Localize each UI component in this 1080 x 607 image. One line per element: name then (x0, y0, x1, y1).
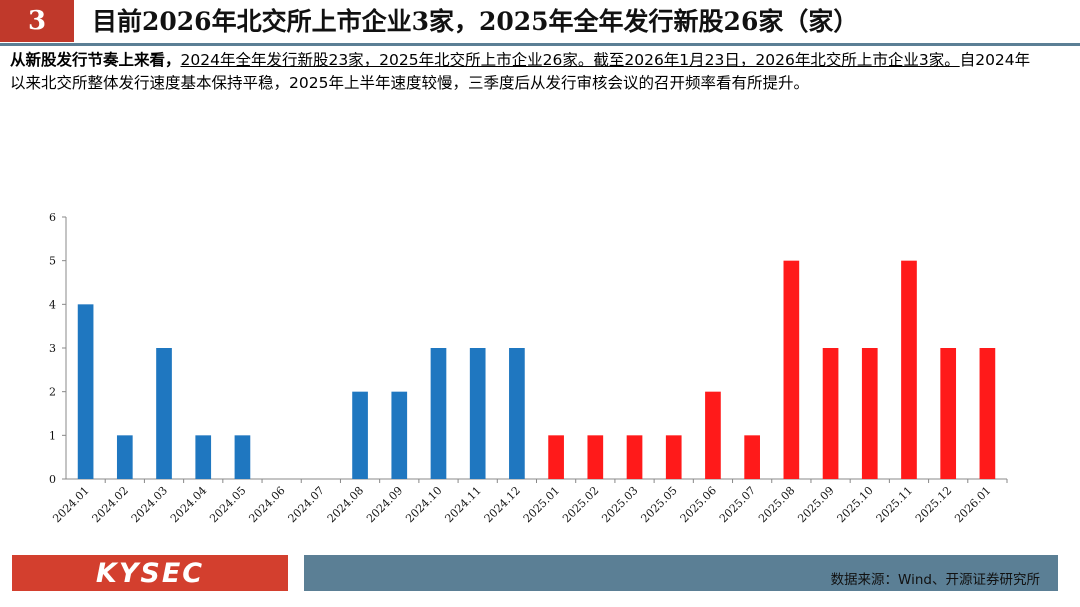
slide-title: 目前2026年北交所上市企业3家，2025年全年发行新股26家（家） (92, 7, 859, 36)
x-tick-label: 2025.09 (795, 484, 836, 525)
x-tick-label: 2024.11 (442, 484, 483, 525)
x-tick-label: 2024.10 (403, 484, 444, 525)
footer-bar (304, 555, 1058, 591)
description-rest: 自2024年以来北交所整体发行速度基本保持平稳，2025年上半年速度较慢，三季度… (10, 51, 1031, 92)
bar-2025.09 (822, 348, 839, 479)
y-tick-label: 2 (49, 386, 56, 399)
y-tick-label: 3 (49, 342, 56, 355)
kysec-logo: KYSEC (95, 557, 205, 589)
x-tick-label: 2025.10 (835, 484, 876, 525)
x-tick-label: 2024.08 (325, 484, 366, 525)
x-tick-label: 2024.12 (482, 484, 523, 525)
bar-2025.06 (705, 391, 721, 479)
bar-2025.10 (861, 348, 878, 479)
x-tick-label: 2025.08 (756, 484, 797, 525)
bar-2024.08 (352, 391, 368, 479)
y-tick-label: 4 (49, 298, 56, 311)
ipo-count-bar-chart: 01234562024.012024.022024.032024.042024.… (49, 211, 1008, 525)
bar-2024.03 (156, 348, 172, 479)
x-tick-label: 2026.01 (952, 484, 993, 525)
x-tick-label: 2024.03 (129, 484, 170, 525)
x-tick-label: 2025.03 (599, 484, 640, 525)
x-tick-label: 2024.09 (364, 484, 405, 525)
bar-2024.05 (234, 435, 251, 479)
description-paragraph: 从新股发行节奏上来看，2024年全年发行新股23家，2025年北交所上市企业26… (10, 49, 1035, 95)
bar-2024.09 (391, 391, 408, 479)
bar-2025.11 (901, 260, 917, 479)
x-tick-label: 2024.07 (286, 484, 327, 525)
bar-2024.10 (430, 348, 447, 479)
x-tick-label: 2025.02 (560, 484, 601, 525)
bar-2024.02 (116, 435, 133, 479)
bar-2024.11 (469, 348, 486, 479)
y-tick-label: 6 (49, 211, 56, 224)
x-tick-label: 2025.05 (638, 484, 679, 525)
bar-2025.07 (744, 435, 760, 479)
y-tick-label: 5 (49, 255, 56, 268)
bar-2025.12 (940, 348, 957, 479)
y-tick-label: 1 (49, 429, 56, 442)
data-source-note: 数据来源：Wind、开源证券研究所 (830, 572, 1040, 588)
bar-2025.05 (665, 435, 682, 479)
bar-2024.04 (195, 435, 212, 479)
bar-2025.02 (587, 435, 604, 479)
description-highlight: 2024年全年发行新股23家，2025年北交所上市企业26家。截至2026年1月… (180, 51, 960, 69)
slide-number: 3 (0, 0, 74, 42)
footer-logo-bar: KYSEC (12, 555, 288, 591)
bar-2026.01 (979, 348, 996, 479)
bar-2025.08 (783, 260, 800, 479)
title-divider (0, 43, 1080, 46)
bar-2024.12 (509, 348, 525, 479)
x-tick-label: 2024.04 (168, 484, 209, 525)
bar-2025.03 (626, 435, 643, 479)
bar-2024.01 (77, 304, 94, 479)
x-tick-label: 2025.11 (874, 484, 915, 525)
x-tick-label: 2024.06 (246, 484, 287, 525)
x-tick-label: 2024.01 (50, 484, 91, 525)
x-tick-label: 2025.07 (717, 484, 758, 525)
x-tick-label: 2024.02 (90, 484, 131, 525)
x-tick-label: 2024.05 (207, 484, 248, 525)
bar-2025.01 (548, 435, 564, 479)
x-tick-label: 2025.12 (913, 484, 954, 525)
x-tick-label: 2025.06 (678, 484, 719, 525)
x-tick-label: 2025.01 (521, 484, 562, 525)
description-lead: 从新股发行节奏上来看， (10, 51, 181, 69)
y-tick-label: 0 (49, 473, 56, 486)
